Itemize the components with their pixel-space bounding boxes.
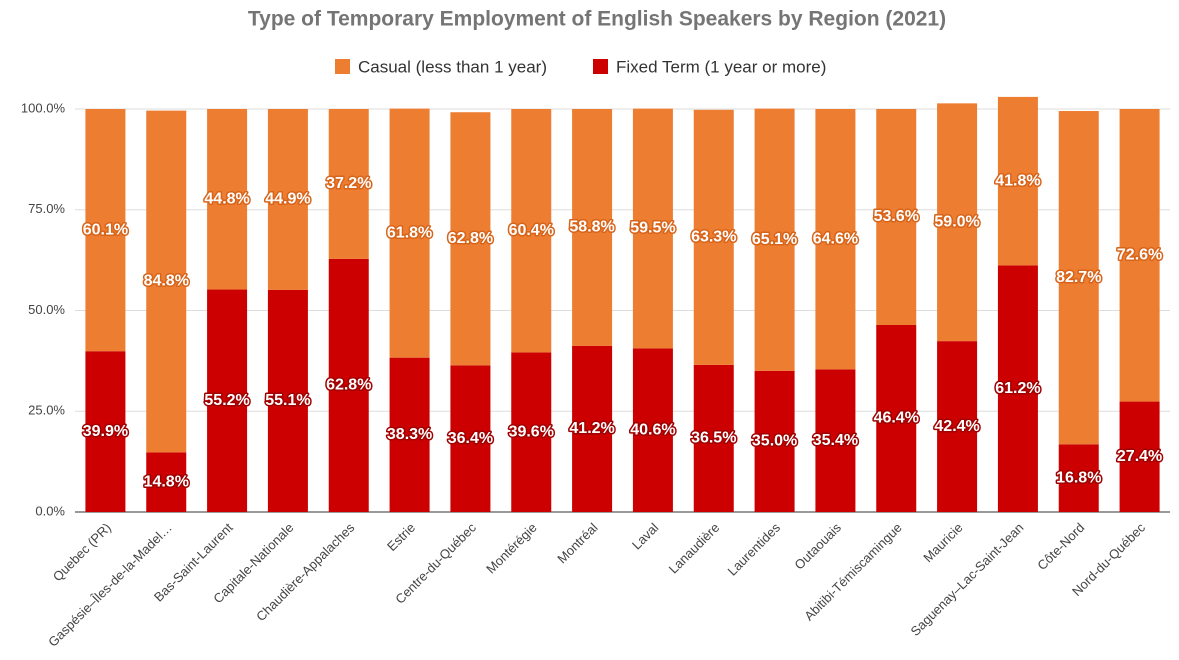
x-tick-label: Outaouais [791, 520, 844, 573]
bar-segment [572, 345, 613, 512]
data-label: 44.8% [204, 190, 249, 207]
bar-segment [754, 370, 795, 512]
data-label: 36.4% [448, 430, 493, 447]
data-label: 38.3% [387, 426, 432, 443]
data-label: 27.4% [1117, 448, 1162, 465]
data-label: 46.4% [874, 410, 919, 427]
legend-swatch [593, 59, 608, 74]
data-label: 53.6% [874, 208, 919, 225]
data-label: 35.0% [752, 433, 797, 450]
data-label: 39.6% [509, 423, 554, 440]
data-label: 61.8% [387, 224, 432, 241]
data-label: 60.1% [83, 221, 128, 238]
bar-segment [1058, 444, 1099, 512]
x-tick-label: Saguenay–Lac-Saint-Jean [908, 520, 1027, 639]
bar-segment [267, 109, 308, 290]
data-label: 65.1% [752, 231, 797, 248]
x-tick-label: Laval [629, 520, 662, 553]
bar-segment [146, 110, 187, 453]
data-label: 41.8% [995, 172, 1040, 189]
bar-segment [937, 103, 978, 342]
bar-segment [815, 109, 856, 370]
bar-segment [389, 357, 430, 512]
legend-label: Casual (less than 1 year) [358, 57, 547, 76]
bar-segment [632, 348, 673, 512]
bar-segment [937, 341, 978, 512]
bar-segment [754, 108, 795, 371]
data-label: 40.6% [630, 421, 675, 438]
data-label: 60.4% [509, 222, 554, 239]
y-tick-label: 75.0% [28, 201, 65, 216]
bar-segment [1119, 109, 1160, 402]
data-label: 35.4% [813, 432, 858, 449]
legend-label: Fixed Term (1 year or more) [616, 57, 826, 76]
data-label: 61.2% [995, 380, 1040, 397]
data-label: 42.4% [934, 418, 979, 435]
y-tick-label: 100.0% [21, 100, 66, 115]
x-tick-label: Montérégie [483, 520, 540, 577]
bar-segment [450, 112, 491, 366]
data-label: 44.9% [265, 191, 310, 208]
data-label: 55.1% [265, 392, 310, 409]
bar-segment [1119, 401, 1160, 512]
bar-segment [207, 289, 248, 512]
chart-title: Type of Temporary Employment of English … [248, 8, 946, 31]
data-label: 16.8% [1056, 469, 1101, 486]
data-label: 58.8% [569, 219, 614, 236]
bar-segment [85, 351, 126, 512]
bar-segment [85, 109, 126, 352]
x-tick-label: Laurentides [724, 520, 783, 579]
x-tick-label: Côte-Nord [1034, 520, 1087, 573]
bar-segment [997, 96, 1038, 266]
bar-segment [267, 289, 308, 512]
data-label: 72.6% [1117, 247, 1162, 264]
data-label: 62.8% [326, 377, 371, 394]
data-label: 84.8% [144, 273, 189, 290]
bar-segment [572, 109, 613, 346]
bar-segment [997, 265, 1038, 512]
bar-segment [146, 452, 187, 512]
data-label: 41.2% [569, 420, 614, 437]
x-tick-label: Mauricie [920, 520, 965, 565]
data-label: 14.8% [144, 473, 189, 490]
y-tick-label: 25.0% [28, 403, 65, 418]
bar-segment [693, 109, 734, 365]
bar-segment [328, 109, 369, 259]
bar-segment [632, 108, 673, 349]
data-label: 59.0% [934, 213, 979, 230]
bar-segment [328, 258, 369, 512]
bar-segment [511, 109, 552, 353]
x-tick-label: Montréal [554, 520, 600, 566]
bar-segment [511, 352, 552, 512]
data-label: 63.3% [691, 229, 736, 246]
y-tick-label: 50.0% [28, 302, 65, 317]
x-tick-label: Lanaudière [666, 520, 723, 577]
data-label: 39.9% [83, 423, 128, 440]
data-label: 59.5% [630, 220, 675, 237]
bar-segment [876, 109, 917, 326]
bar-segment [389, 108, 430, 358]
data-label: 82.7% [1056, 269, 1101, 286]
bar-segment [876, 325, 917, 512]
bar-segment [815, 369, 856, 512]
data-label: 37.2% [326, 175, 371, 192]
bar-segment [450, 365, 491, 512]
bar-segment [693, 364, 734, 512]
data-label: 64.6% [813, 230, 858, 247]
data-label: 62.8% [448, 230, 493, 247]
bar-segment [207, 109, 248, 290]
data-label: 55.2% [204, 392, 249, 409]
legend-swatch [335, 59, 350, 74]
data-label: 36.5% [691, 430, 736, 447]
x-tick-label: Chaudière-Appalaches [253, 520, 357, 624]
y-tick-label: 0.0% [35, 503, 65, 518]
x-tick-label: Estrie [384, 520, 418, 554]
bar-segment [1058, 111, 1099, 445]
x-tick-label: Quebec (PR) [50, 520, 114, 584]
x-tick-label: Gaspésie–Îles-de-la-Madel… [45, 520, 175, 650]
